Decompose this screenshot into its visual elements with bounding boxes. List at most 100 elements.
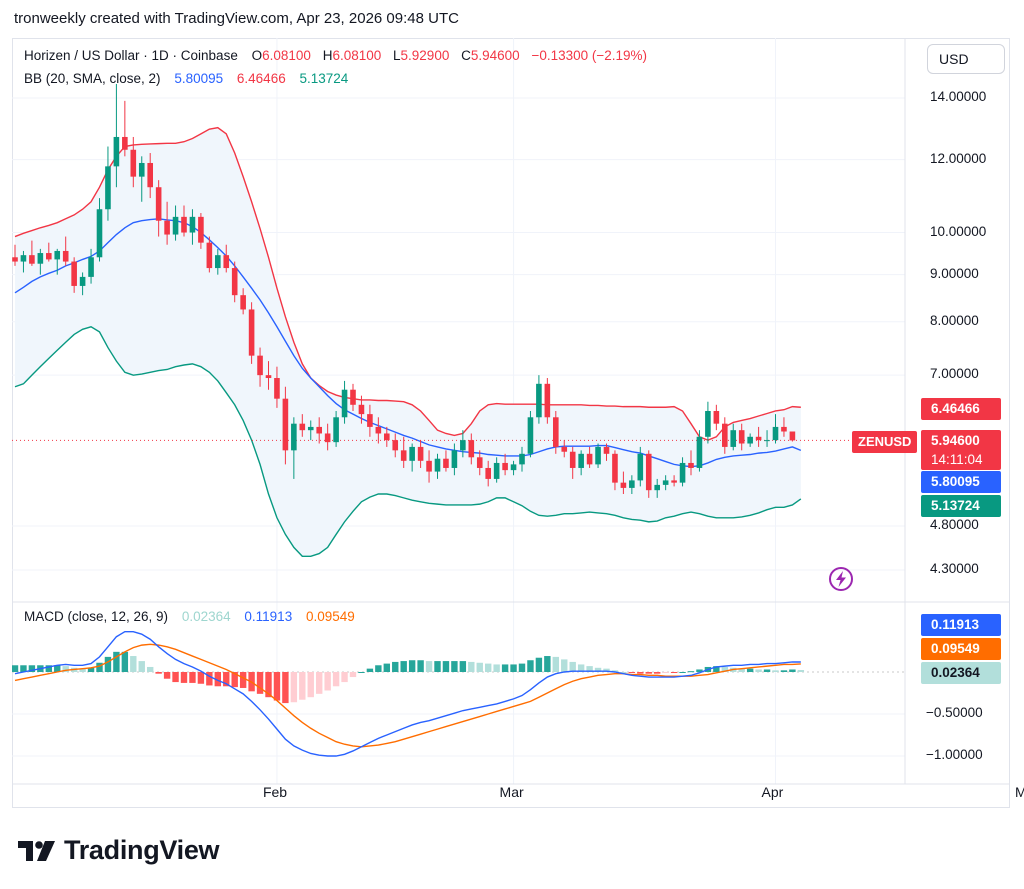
- macd-histogram-bar: [577, 664, 585, 672]
- price-tick-label: 4.80000: [930, 517, 979, 533]
- candle-body: [265, 375, 272, 379]
- bb-lower-value: 5.13724: [299, 71, 349, 86]
- macd-line-price-label: 0.11913: [921, 614, 1001, 636]
- bb-legend: BB (20, SMA, close, 2) 5.80095 6.46466 5…: [24, 71, 348, 86]
- bb-upper-value: 6.46466: [236, 71, 286, 86]
- candle-body: [713, 410, 720, 424]
- candle-body: [130, 149, 137, 177]
- macd-histogram-bar: [569, 661, 576, 672]
- macd-histogram-bar: [265, 672, 272, 698]
- macd-histogram-bar: [654, 672, 661, 674]
- macd-histogram-bar: [527, 660, 534, 672]
- candle-body: [400, 450, 407, 461]
- macd-histogram-bar: [341, 672, 348, 683]
- macd-histogram-bar: [155, 672, 162, 674]
- macd-signal-value: 0.09549: [305, 609, 355, 624]
- candle-body: [223, 255, 230, 269]
- symbol-title: Horizen / US Dollar · 1D · Coinbase: [24, 48, 238, 63]
- macd-histogram-bar: [797, 670, 805, 672]
- countdown-value: 14:11:04: [931, 452, 983, 467]
- macd-histogram-bar: [383, 663, 390, 672]
- candle-body: [603, 446, 610, 454]
- currency-button[interactable]: USD: [927, 44, 1005, 74]
- candle-body: [485, 467, 491, 479]
- bb-title: BB (20, SMA, close, 2): [24, 71, 161, 86]
- candle-body: [764, 440, 770, 442]
- macd-histogram-bar: [358, 672, 365, 673]
- macd-histogram-bar: [206, 672, 213, 686]
- price-tick-label: 9.00000: [930, 265, 979, 281]
- macd-histogram-bar: [476, 662, 483, 672]
- macd-histogram-bar: [307, 672, 314, 698]
- candle-body: [561, 446, 568, 452]
- macd-histogram-bar: [45, 665, 52, 672]
- candle-body: [569, 451, 576, 468]
- macd-line: [14, 630, 801, 757]
- bb-upper-line: [14, 126, 801, 441]
- candle-body: [122, 136, 128, 150]
- time-tick-label: Mar: [499, 784, 524, 800]
- macd-histogram-bar: [738, 668, 745, 672]
- macd-signal-price-label: 0.09549: [921, 638, 1001, 660]
- candle-body: [198, 216, 204, 243]
- macd-title: MACD (close, 12, 26, 9): [24, 609, 169, 624]
- candle-body: [105, 166, 111, 210]
- macd-histogram-bar: [637, 672, 644, 674]
- macd-signal-line: [14, 643, 801, 748]
- macd-histogram-bar: [746, 668, 754, 672]
- bollinger-band-fill: [15, 127, 801, 557]
- macd-hist-value: 0.02364: [181, 609, 231, 624]
- macd-histogram-bar: [620, 672, 627, 673]
- macd-histogram-bar: [442, 661, 450, 672]
- macd-histogram-bar: [628, 672, 636, 673]
- macd-histogram-bar: [713, 666, 720, 672]
- macd-histogram-bar: [349, 672, 357, 678]
- macd-histogram-bar: [299, 672, 306, 700]
- candle-body: [392, 440, 399, 451]
- bb-lower-line: [14, 326, 802, 557]
- time-tick-label: May: [1015, 784, 1024, 800]
- candle-body: [172, 216, 179, 235]
- macd-histogram-bar: [594, 667, 602, 672]
- macd-histogram-bar: [256, 672, 264, 694]
- candle-body: [37, 253, 44, 264]
- candle-body: [316, 426, 322, 434]
- macd-histogram-bar: [231, 672, 238, 688]
- candle-body: [578, 453, 584, 468]
- macd-histogram-bar: [12, 665, 19, 672]
- high-value: 6.08100: [332, 48, 382, 63]
- macd-histogram-bar: [96, 662, 103, 672]
- macd-histogram-bar: [645, 672, 652, 674]
- time-tick-label: Apr: [761, 784, 784, 800]
- candle-body: [12, 257, 18, 262]
- macd-histogram-bar: [687, 671, 695, 673]
- macd-histogram-bar: [214, 672, 221, 687]
- flash-icon[interactable]: [828, 566, 854, 592]
- price-tick-label: 10.00000: [930, 223, 987, 239]
- time-tick-label: Feb: [262, 784, 288, 800]
- candle-body: [367, 414, 373, 427]
- bb-basis-line: [14, 218, 802, 468]
- candle-body: [299, 423, 306, 431]
- macd-histogram-bar: [679, 672, 686, 673]
- candle-body: [772, 426, 779, 441]
- candle-body: [671, 480, 677, 483]
- low-label: L: [393, 48, 401, 63]
- candle-body: [54, 250, 61, 260]
- macd-histogram-bar: [434, 661, 441, 672]
- candle-body: [510, 464, 517, 471]
- change-value: −0.13300 (−2.19%): [531, 48, 648, 63]
- macd-histogram-bar: [392, 661, 399, 672]
- macd-histogram-bar: [780, 670, 788, 672]
- candle-body: [231, 268, 238, 296]
- candle-body: [350, 389, 356, 405]
- candle-body: [443, 458, 449, 468]
- macd-histogram-bar: [163, 672, 171, 679]
- chart-canvas[interactable]: [12, 38, 1010, 808]
- macd-histogram-bar: [104, 656, 112, 672]
- candle-body: [113, 136, 120, 167]
- macd-histogram-bar: [586, 666, 593, 672]
- macd-histogram-bar: [510, 664, 517, 672]
- candle-body: [333, 417, 339, 443]
- macd-histogram-bar: [451, 661, 458, 672]
